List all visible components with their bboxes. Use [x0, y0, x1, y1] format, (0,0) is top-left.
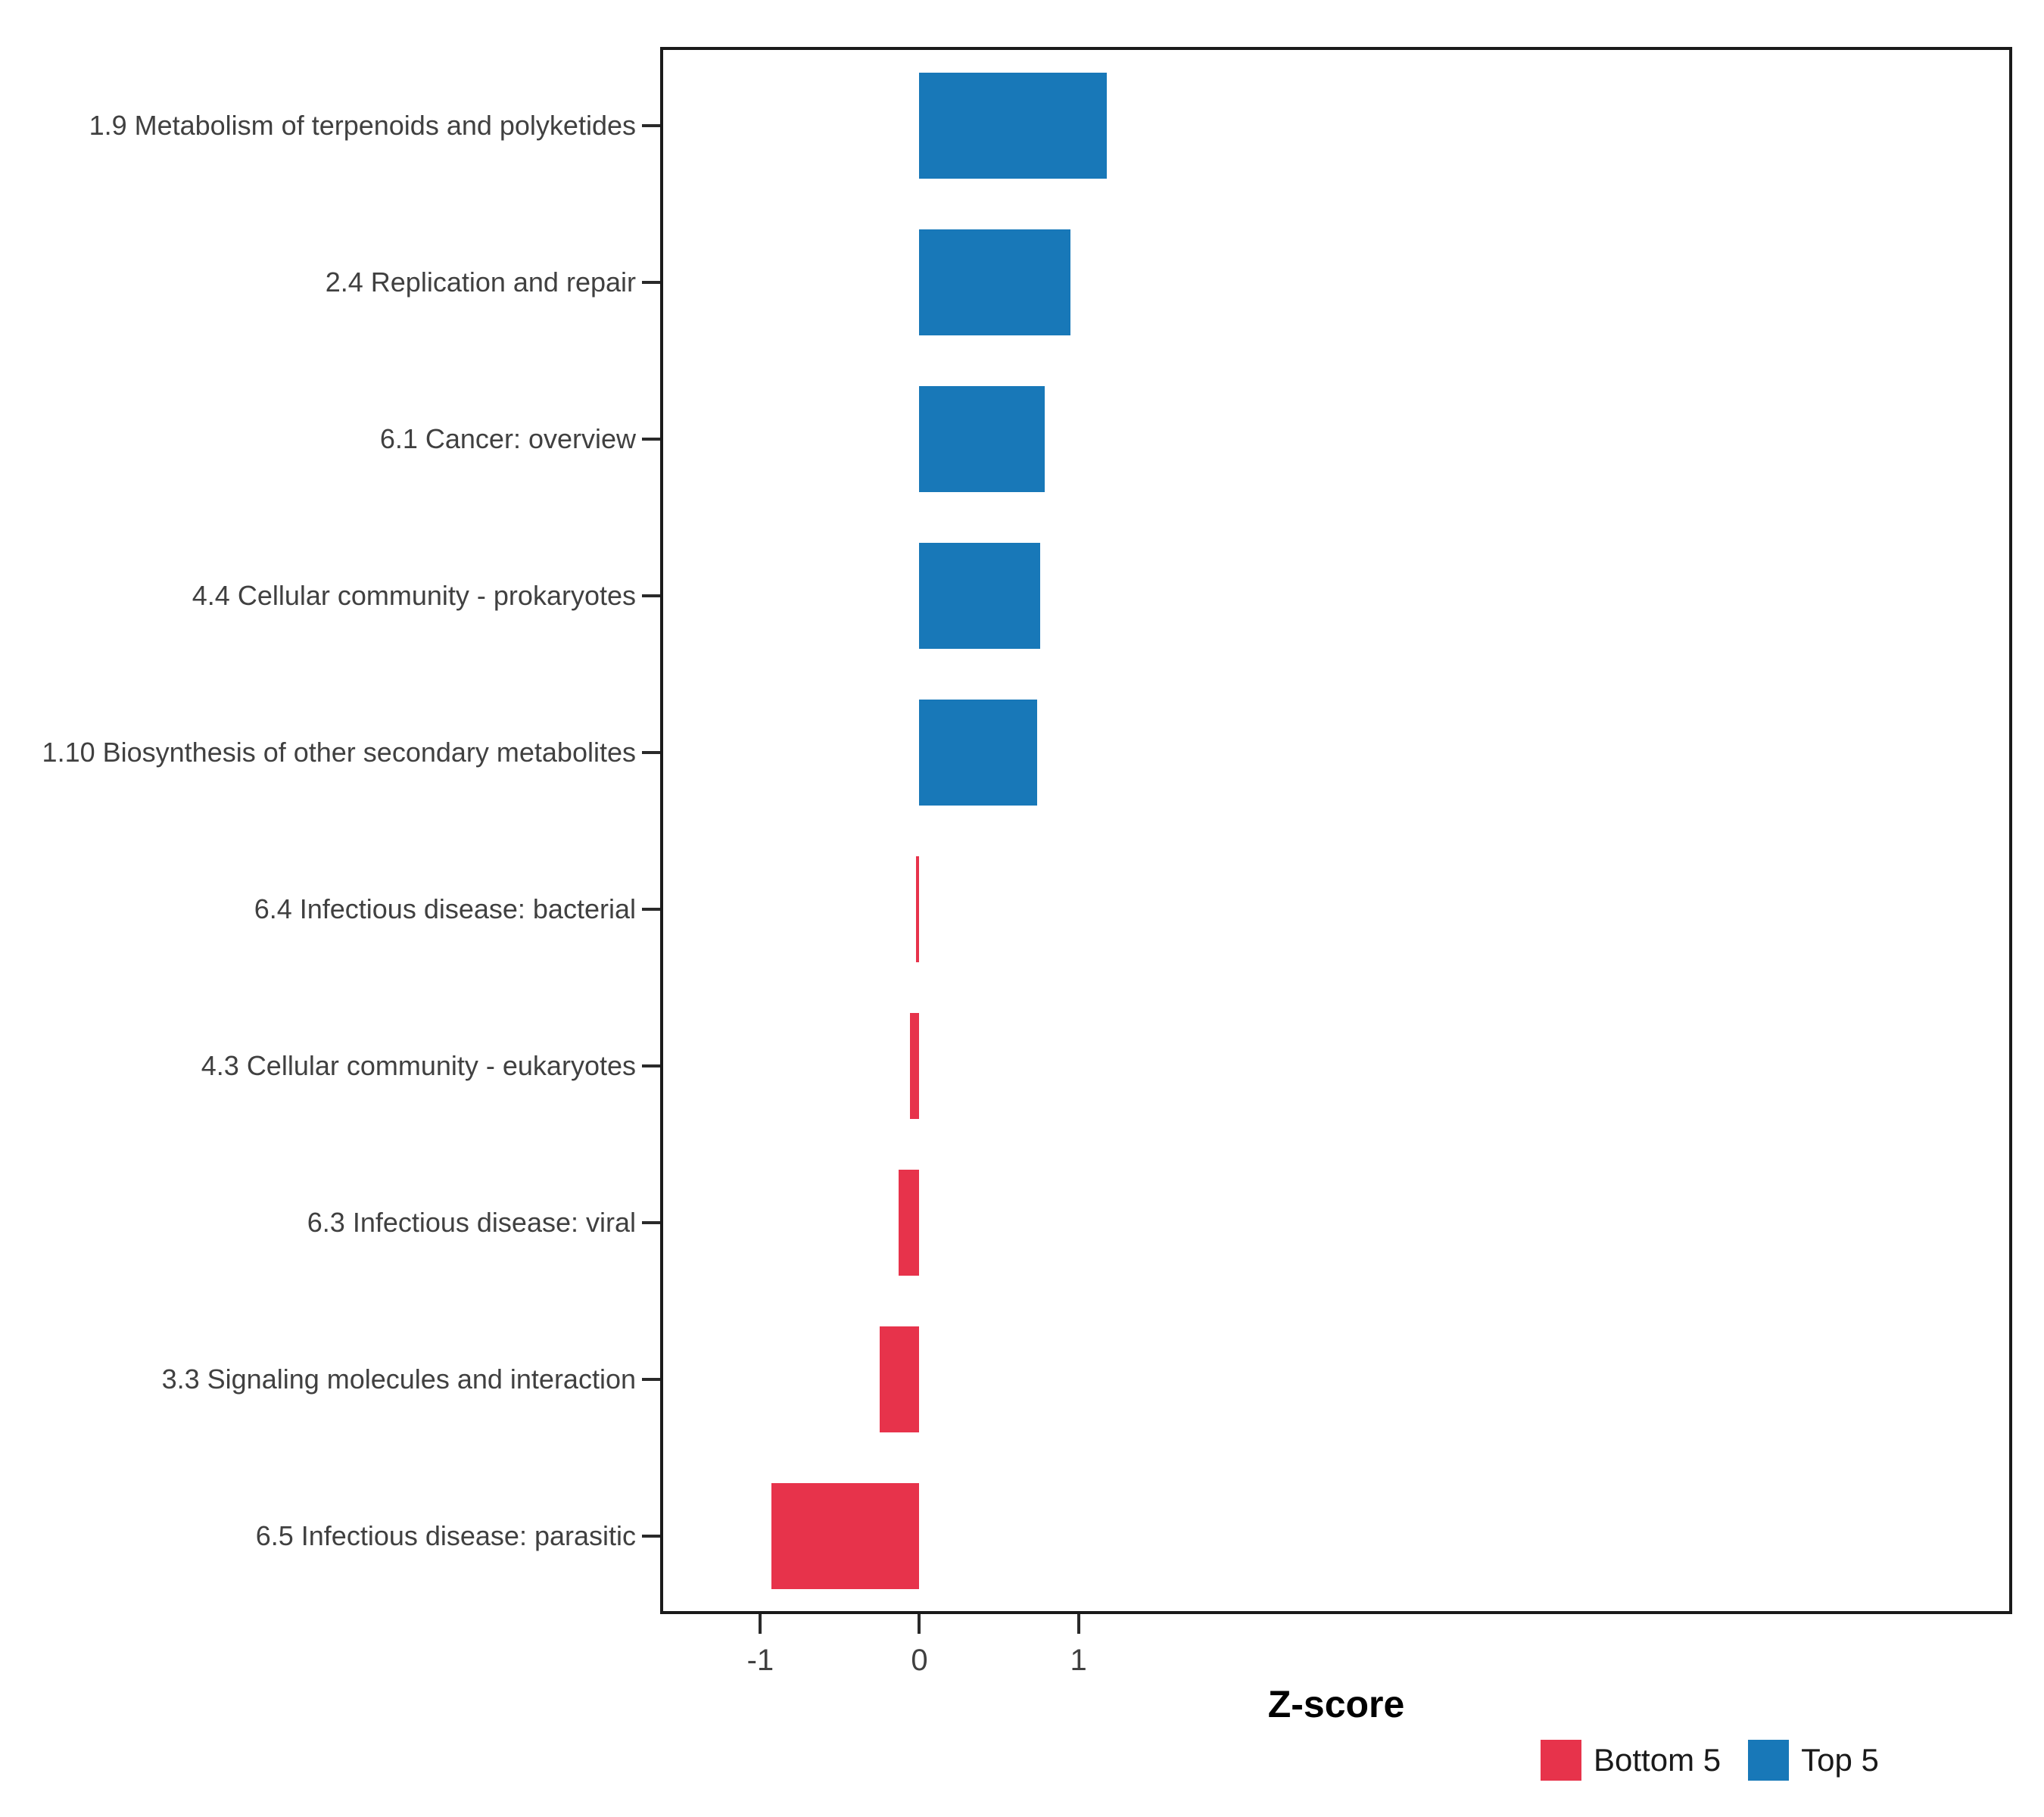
- y-axis-label: 4.3 Cellular community - eukaryotes: [201, 1049, 636, 1081]
- y-axis-label: 4.4 Cellular community - prokaryotes: [192, 579, 636, 611]
- legend-item-bottom5: Bottom 5: [1541, 1740, 1721, 1781]
- bar: [919, 542, 1041, 649]
- bar: [899, 1169, 920, 1276]
- y-axis-label: 6.5 Infectious disease: parasitic: [255, 1519, 636, 1551]
- y-axis-tick: [642, 280, 660, 284]
- y-axis-tick: [642, 1534, 660, 1538]
- legend-swatch-top5-icon: [1748, 1740, 1790, 1781]
- x-axis-tick: [759, 1614, 762, 1634]
- y-axis-tick: [642, 907, 660, 911]
- legend-swatch-bottom5-icon: [1541, 1740, 1581, 1781]
- y-axis-label: 1.10 Biosynthesis of other secondary met…: [42, 736, 636, 768]
- legend-label-top5: Top 5: [1801, 1742, 1879, 1778]
- x-axis-tick-label: -1: [746, 1644, 774, 1677]
- legend-label-bottom5: Bottom 5: [1594, 1742, 1722, 1778]
- bar: [909, 1012, 920, 1119]
- bar: [919, 699, 1037, 806]
- bar: [771, 1482, 920, 1589]
- bar: [916, 856, 920, 962]
- x-axis-tick-label: 1: [1070, 1644, 1087, 1677]
- bar: [919, 385, 1045, 492]
- x-axis-tick-label: 0: [911, 1644, 928, 1677]
- y-axis-tick: [642, 123, 660, 127]
- bar: [919, 72, 1108, 179]
- y-axis-tick: [642, 1220, 660, 1224]
- y-axis-label: 1.9 Metabolism of terpenoids and polyket…: [89, 109, 636, 141]
- x-axis-title: Z-score: [1267, 1683, 1405, 1725]
- plot-panel: [660, 47, 2012, 1614]
- y-axis-tick: [642, 594, 660, 597]
- y-axis-tick: [642, 437, 660, 441]
- y-axis-label: 2.4 Replication and repair: [325, 266, 636, 298]
- bar: [879, 1326, 920, 1432]
- y-axis-tick: [642, 750, 660, 754]
- x-axis-tick: [1077, 1614, 1080, 1634]
- y-axis-tick: [642, 1064, 660, 1067]
- bar: [919, 229, 1071, 335]
- y-axis-tick: [642, 1377, 660, 1381]
- y-axis-label: 3.3 Signaling molecules and interaction: [161, 1363, 636, 1395]
- y-axis-label: 6.4 Infectious disease: bacterial: [254, 893, 636, 924]
- x-axis-tick: [918, 1614, 921, 1634]
- y-axis-label: 6.3 Infectious disease: viral: [307, 1206, 636, 1238]
- legend-item-top5: Top 5: [1748, 1740, 1879, 1781]
- legend: Bottom 5 Top 5: [1541, 1740, 1879, 1781]
- y-axis-label: 6.1 Cancer: overview: [379, 422, 636, 454]
